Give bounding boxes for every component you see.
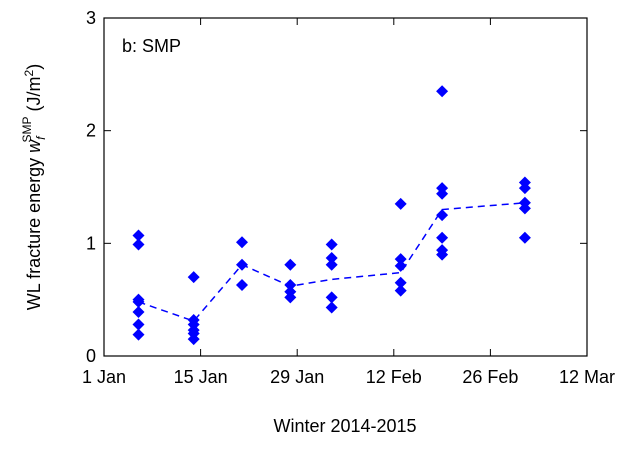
x-tick-label: 15 Jan	[174, 367, 228, 387]
data-point	[284, 279, 297, 292]
data-point	[394, 253, 407, 266]
data-point	[436, 187, 449, 200]
y-tick-label: 0	[86, 346, 96, 366]
data-point	[436, 231, 449, 244]
mean-line	[138, 202, 525, 322]
data-point	[236, 279, 248, 292]
x-tick-label: 26 Feb	[462, 367, 518, 387]
data-point	[518, 202, 531, 215]
data-point	[132, 238, 145, 251]
data-point	[394, 284, 407, 297]
data-point	[325, 251, 338, 264]
data-point	[132, 318, 145, 331]
data-point	[394, 197, 407, 210]
data-point	[132, 306, 145, 319]
data-point	[325, 291, 338, 304]
y-tick-label: 2	[86, 121, 96, 141]
data-point	[132, 328, 145, 341]
data-point	[394, 276, 407, 289]
data-point	[236, 236, 248, 249]
y-axis-label: WL fracture energy wfSMP (J/m2)	[20, 64, 48, 310]
data-point	[436, 85, 449, 98]
data-point	[284, 258, 297, 271]
x-tick-label: 29 Jan	[270, 367, 324, 387]
data-point	[187, 333, 200, 346]
x-tick-label: 12 Mar	[559, 367, 615, 387]
data-point	[436, 248, 449, 261]
annotation: b: SMP	[122, 36, 181, 56]
x-axis-label: Winter 2014-2015	[273, 416, 416, 436]
data-point	[325, 238, 338, 251]
data-point	[325, 258, 338, 271]
data-point	[284, 291, 297, 304]
x-tick-label: 12 Feb	[366, 367, 422, 387]
data-point	[187, 271, 200, 284]
data-point	[132, 229, 145, 242]
y-tick-label: 1	[86, 233, 96, 253]
data-point	[325, 301, 338, 314]
y-tick-label: 3	[86, 8, 96, 28]
data-point	[436, 209, 449, 222]
data-point	[518, 231, 531, 244]
plot-frame	[103, 17, 588, 357]
data-point	[518, 182, 531, 195]
x-tick-label: 1 Jan	[82, 367, 126, 387]
